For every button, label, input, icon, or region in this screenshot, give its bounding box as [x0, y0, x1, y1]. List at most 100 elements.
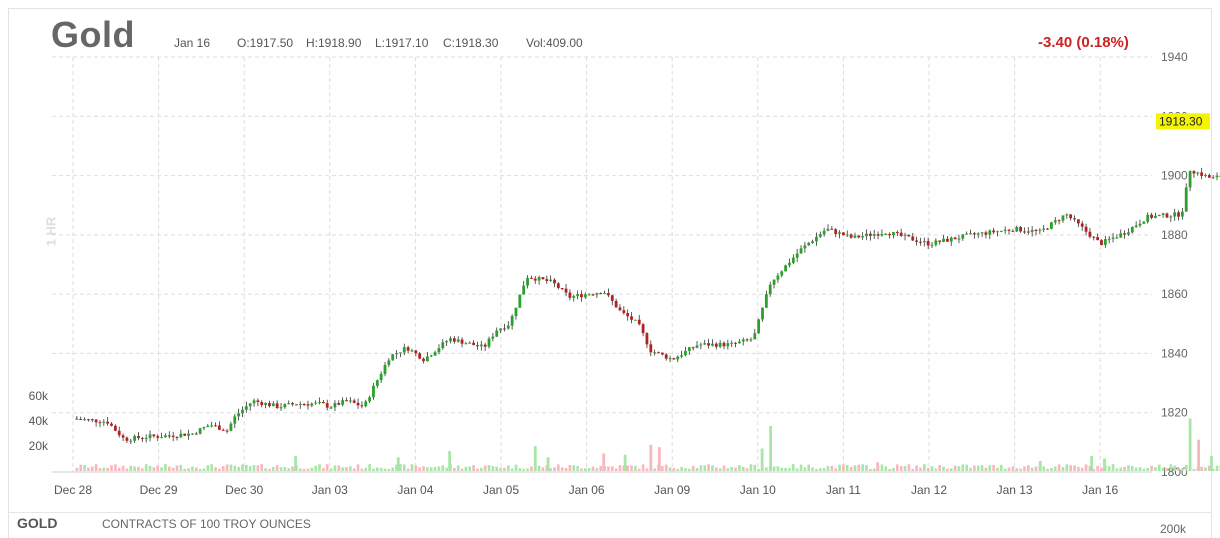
volume-bar — [946, 468, 949, 471]
candle-body — [217, 425, 221, 430]
volume-bar — [1211, 468, 1215, 471]
candle-body — [329, 407, 333, 409]
volume-bar — [129, 465, 133, 471]
candle-body — [1204, 174, 1207, 176]
candle-body — [749, 339, 753, 341]
candle-body — [460, 339, 464, 344]
candle-body — [133, 436, 137, 441]
volume-bar — [599, 466, 603, 471]
candle-body — [1053, 220, 1057, 223]
volume-bar — [641, 464, 645, 471]
volume-bar — [156, 465, 160, 471]
volume-tick-label: 40k — [29, 414, 49, 428]
candle-body — [252, 400, 256, 404]
candle-body — [784, 265, 788, 272]
candle-body — [441, 342, 445, 349]
volume-bar — [888, 468, 891, 471]
candle-body — [626, 312, 630, 317]
volume-bar — [942, 466, 945, 471]
candle-body — [645, 333, 649, 345]
volume-bar — [510, 468, 514, 471]
candle-body — [144, 437, 148, 439]
volume-bar — [610, 466, 614, 471]
volume-bar — [1065, 464, 1069, 471]
volume-bar — [919, 467, 922, 471]
candle-body — [660, 352, 664, 355]
volume-bar — [1077, 466, 1080, 471]
volume-bar — [283, 466, 287, 471]
volume-spike — [448, 451, 452, 471]
candle-body — [98, 422, 102, 424]
candle-body — [499, 328, 502, 331]
volume-bar — [318, 464, 321, 471]
volume-bar — [680, 466, 683, 471]
volume-bar — [206, 465, 210, 471]
candle-body — [368, 397, 372, 402]
candle-body — [1138, 223, 1142, 226]
volume-bar — [183, 468, 187, 471]
candle-body — [1003, 229, 1007, 231]
candle-body — [522, 285, 526, 295]
volume-bar — [102, 467, 106, 471]
volume-bar — [749, 464, 753, 471]
candle-body — [406, 347, 410, 351]
candle-body — [1115, 237, 1119, 239]
candle-body — [553, 279, 556, 284]
volume-bar — [961, 464, 965, 471]
candle-body — [988, 230, 992, 235]
candle-body — [175, 436, 179, 438]
volume-bar — [410, 464, 414, 471]
candle-body — [1026, 231, 1030, 233]
volume-bar — [476, 468, 479, 471]
candle-body — [452, 338, 456, 342]
volume-bar — [1181, 468, 1184, 471]
volume-bar — [645, 468, 649, 471]
volume-bar — [144, 464, 148, 471]
volume-bar — [441, 465, 445, 471]
candle-body — [348, 400, 352, 402]
candle-body — [183, 433, 187, 436]
volume-bar — [564, 467, 568, 471]
candle-body — [341, 400, 345, 405]
volume-bar — [653, 468, 656, 471]
volume-bar — [464, 466, 468, 471]
candle-body — [345, 400, 348, 402]
volume-bar — [518, 468, 522, 471]
volume-bar — [141, 468, 144, 471]
volume-spike — [294, 456, 297, 471]
candle-body — [1134, 225, 1138, 228]
volume-value: Vol:409.00 — [526, 36, 583, 50]
x-tick-label: Dec 28 — [54, 483, 92, 497]
volume-bar — [241, 464, 244, 471]
candle-body — [745, 339, 749, 341]
volume-bar — [179, 464, 183, 471]
candle-body — [1127, 232, 1130, 235]
volume-bar — [1138, 467, 1142, 471]
volume-bar — [1111, 464, 1115, 471]
contract-description: CONTRACTS OF 100 TROY OUNCES — [102, 517, 311, 531]
volume-bar — [168, 466, 171, 471]
candle-body — [1007, 229, 1011, 231]
candle-body — [818, 234, 822, 237]
volume-bar — [957, 466, 961, 471]
volume-bar — [506, 465, 510, 471]
candle-body — [422, 358, 425, 362]
candle-body — [865, 233, 868, 237]
last-price-marker — [1156, 113, 1210, 130]
volume-spike — [623, 454, 627, 471]
volume-bar — [722, 465, 726, 471]
candle-body — [191, 433, 194, 435]
volume-bar — [1007, 467, 1011, 471]
candle-body — [591, 294, 595, 296]
candle-body — [799, 248, 803, 254]
candle-body — [468, 342, 472, 344]
candle-body — [433, 352, 437, 356]
volume-bar — [329, 468, 333, 471]
candle-body — [518, 294, 522, 308]
volume-bar — [194, 467, 198, 471]
candle-body — [464, 343, 468, 345]
volume-bar — [1215, 465, 1219, 471]
candle-body — [1165, 213, 1169, 218]
candle-body — [907, 234, 911, 237]
